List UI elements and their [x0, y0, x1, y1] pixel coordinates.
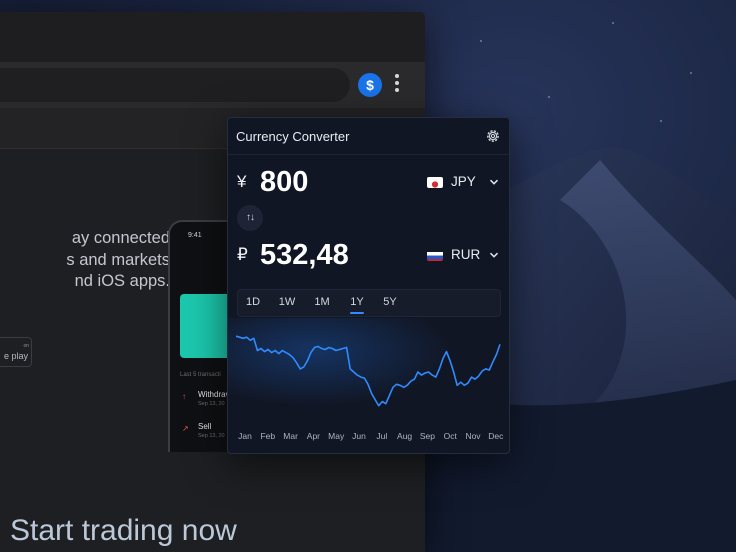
from-currency-code: JPY — [451, 174, 476, 189]
to-currency-symbol: ₽ — [237, 245, 248, 264]
time-range-tabs: 1D 1W 1M 1Y 5Y — [237, 289, 501, 317]
dollar-icon: $ — [366, 77, 374, 93]
x-tick-label: Jun — [352, 431, 366, 441]
transaction-title: Sell — [198, 422, 212, 431]
x-tick-label: May — [328, 431, 345, 441]
hero-line: s and markets — [66, 250, 170, 269]
currency-extension-button[interactable]: $ — [358, 73, 382, 97]
chevron-down-icon — [489, 179, 499, 185]
tab-1w[interactable]: 1W — [278, 296, 296, 308]
chevron-down-icon — [489, 252, 499, 258]
chart-glow — [228, 318, 509, 428]
x-tick-label: Dec — [488, 431, 504, 441]
hero-description: ay connected s and markets nd iOS apps. — [0, 228, 170, 293]
transaction-date: Sep 13, 20 — [198, 401, 225, 407]
x-tick-label: Aug — [397, 431, 412, 441]
to-currency-code: RUR — [451, 247, 481, 262]
swap-currencies-button[interactable]: ↑↓ — [237, 205, 263, 231]
star — [548, 96, 550, 98]
cta-heading: Start trading now — [10, 514, 237, 547]
popup-header: Currency Converter — [228, 118, 509, 155]
store-badge-label: e play — [3, 351, 28, 361]
currency-converter-popup: Currency Converter ¥ 800 JPY ↑↓ ₽ 532,48 — [227, 117, 510, 454]
japan-flag-icon — [427, 177, 443, 188]
hero-line: ay connected — [71, 229, 170, 247]
transaction-date: Sep 13, 20 — [198, 433, 225, 439]
tab-1m[interactable]: 1M — [314, 296, 330, 308]
phone-transactions-caption: Last 5 transacti — [180, 372, 221, 378]
x-tick-label: Sep — [420, 431, 435, 441]
browser-titlebar — [0, 12, 425, 62]
x-tick-label: Jul — [376, 431, 387, 441]
star — [690, 72, 692, 74]
gear-icon[interactable] — [485, 128, 501, 144]
star — [660, 120, 662, 122]
to-currency-row: ₽ 532,48 RUR — [228, 235, 509, 275]
x-tick-label: Oct — [444, 431, 458, 441]
arrow-up-right-icon: ↗ — [182, 424, 189, 433]
x-tick-label: Mar — [283, 431, 298, 441]
x-tick-label: Jan — [238, 431, 252, 441]
star — [480, 40, 482, 42]
arrow-up-icon: ↑ — [182, 392, 186, 401]
popup-title: Currency Converter — [236, 129, 350, 144]
kebab-menu-icon[interactable] — [392, 74, 402, 96]
from-currency-row: ¥ 800 JPY — [228, 162, 509, 202]
x-tick-label: Feb — [260, 431, 275, 441]
from-currency-symbol: ¥ — [237, 172, 247, 191]
x-tick-label: Nov — [465, 431, 481, 441]
star — [612, 22, 614, 24]
exchange-rate-chart: Jan Feb Mar Apr May Jun Jul Aug Sep Oct Nov Dec — [228, 318, 509, 441]
from-amount-input[interactable]: 800 — [260, 166, 309, 198]
address-bar[interactable] — [0, 68, 350, 102]
tab-1d[interactable]: 1D — [245, 296, 261, 308]
tab-5y[interactable]: 5Y — [383, 296, 397, 308]
hero-line: nd iOS apps. — [74, 272, 170, 290]
x-tick-label: Apr — [307, 431, 320, 441]
to-amount-value: 532,48 — [260, 239, 349, 271]
google-play-button[interactable]: on e play — [0, 337, 32, 367]
phone-status-time: 9:41 — [188, 232, 202, 239]
rate-series-line — [235, 335, 501, 407]
tab-1y[interactable]: 1Y — [342, 296, 372, 314]
store-badge-small: on — [23, 343, 29, 349]
transaction-title: Withdrav — [198, 390, 230, 399]
russia-flag-icon — [427, 250, 443, 261]
browser-toolbar: $ — [0, 62, 425, 108]
